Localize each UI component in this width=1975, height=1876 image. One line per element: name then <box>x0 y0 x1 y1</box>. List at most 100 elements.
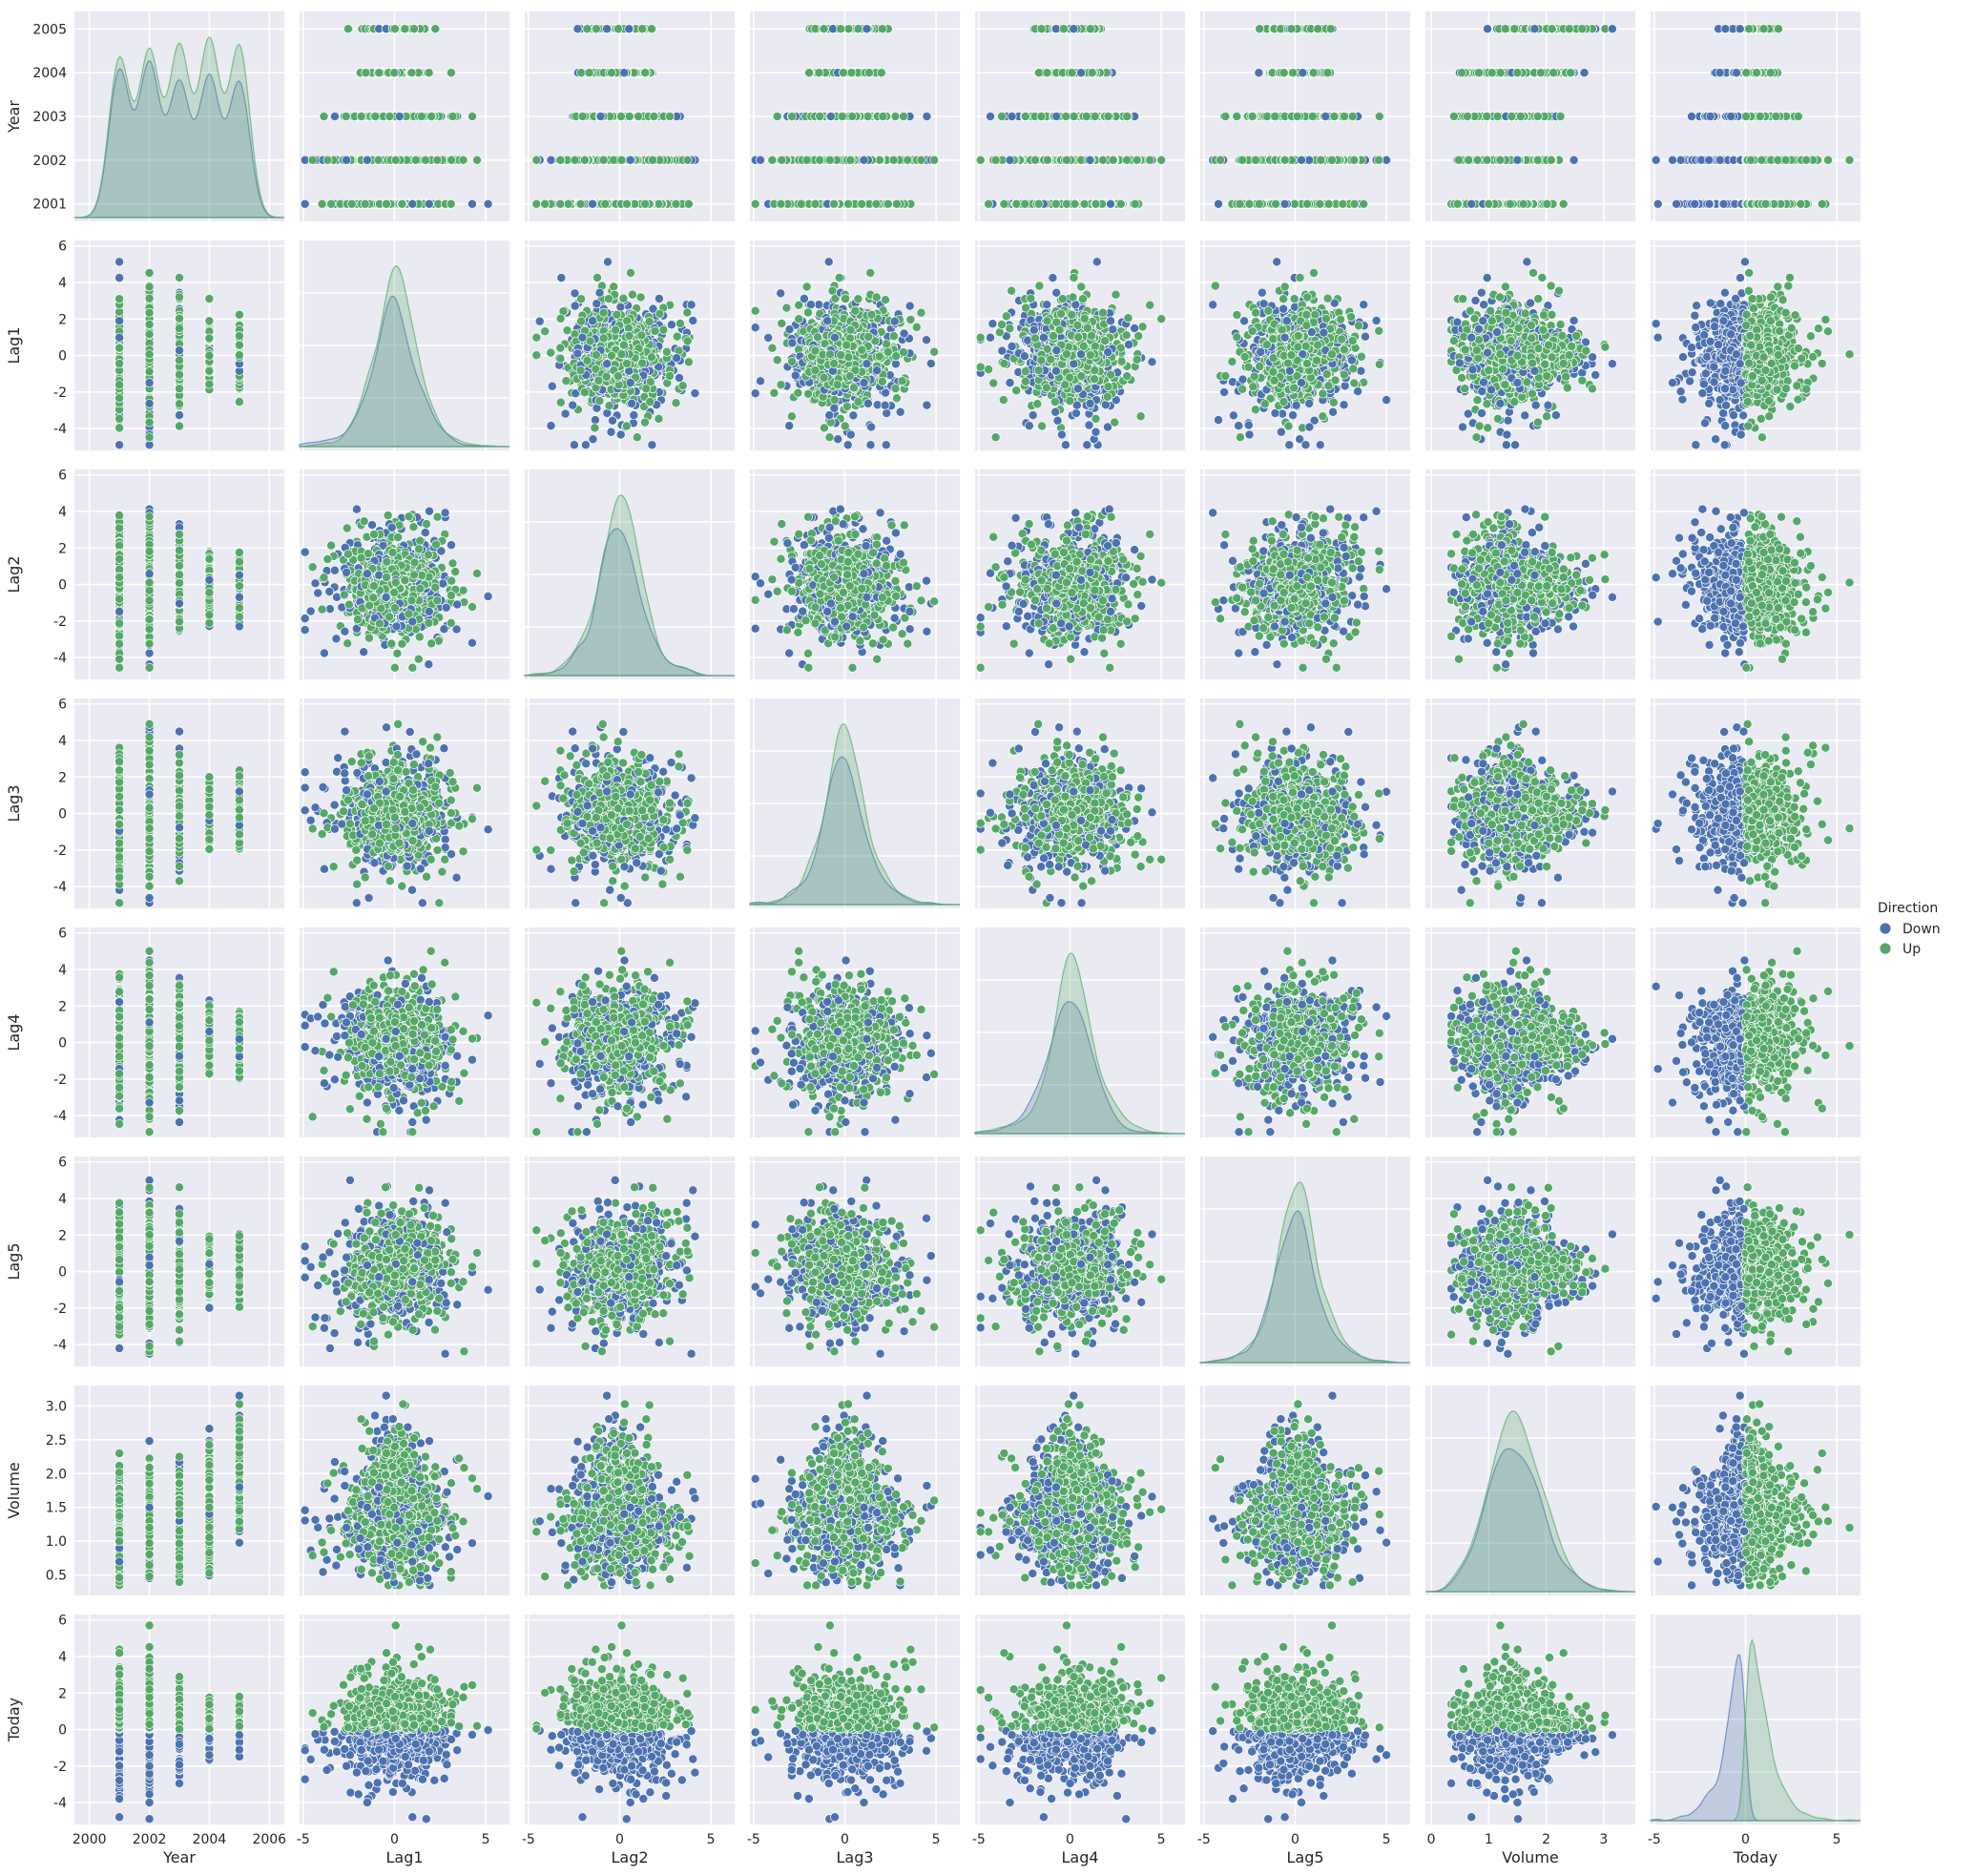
point-up <box>580 156 589 164</box>
point-down <box>828 25 837 33</box>
point-up <box>385 112 394 120</box>
point-up <box>1012 199 1021 208</box>
point-down <box>343 156 351 164</box>
ytick-label: 2005 <box>32 22 67 37</box>
point-up <box>665 112 674 120</box>
point-up <box>622 199 631 208</box>
point-down <box>620 69 629 77</box>
point-up <box>431 25 440 33</box>
ytick-label: 2001 <box>32 198 67 213</box>
point-up <box>1043 156 1051 164</box>
point-up <box>917 156 925 164</box>
point-down <box>596 112 605 120</box>
point-up <box>1123 156 1132 164</box>
point-up <box>878 25 886 33</box>
point-up <box>447 156 456 164</box>
point-up <box>382 199 390 208</box>
point-up <box>641 199 650 208</box>
point-up <box>578 112 587 120</box>
point-up <box>318 199 326 208</box>
point-up <box>327 199 336 208</box>
ytick-label: 2004 <box>32 66 67 81</box>
point-up <box>613 25 622 33</box>
point-up <box>607 69 615 77</box>
point-up <box>863 112 872 120</box>
point-up <box>417 112 426 120</box>
point-up <box>459 156 468 164</box>
point-up <box>1091 199 1100 208</box>
point-up <box>617 156 626 164</box>
point-up <box>407 69 416 77</box>
point-up <box>816 156 824 164</box>
panel-year-vs-lag1 <box>300 11 509 221</box>
point-down <box>1008 112 1016 120</box>
point-up <box>576 199 585 208</box>
point-up <box>585 69 593 77</box>
panel-year-vs-year <box>74 11 284 221</box>
point-up <box>583 25 592 33</box>
point-up <box>347 199 356 208</box>
point-up <box>411 156 420 164</box>
ytick-label: 2003 <box>32 110 67 125</box>
point-up <box>1034 69 1043 77</box>
point-down <box>826 112 835 120</box>
point-down <box>625 25 634 33</box>
point-up <box>1030 156 1039 164</box>
point-up <box>425 69 433 77</box>
point-down <box>986 112 994 120</box>
point-down <box>468 199 476 208</box>
point-up <box>468 112 476 120</box>
point-down <box>363 156 371 164</box>
point-up <box>638 25 647 33</box>
point-down <box>484 199 492 208</box>
point-up <box>864 69 873 77</box>
point-up <box>421 156 429 164</box>
point-up <box>541 199 550 208</box>
point-up <box>448 112 457 120</box>
point-up <box>601 199 610 208</box>
point-down <box>330 112 339 120</box>
point-up <box>362 69 370 77</box>
point-up <box>650 112 658 120</box>
point-up <box>854 25 863 33</box>
point-up <box>409 25 418 33</box>
point-up <box>1109 156 1117 164</box>
point-up <box>811 199 820 208</box>
point-up <box>556 199 565 208</box>
point-up <box>447 69 455 77</box>
point-up <box>884 199 892 208</box>
point-up <box>1051 199 1060 208</box>
ylabel-year: Year <box>5 100 23 134</box>
point-down <box>756 156 764 164</box>
point-up <box>634 112 643 120</box>
point-up <box>371 112 380 120</box>
point-up <box>427 112 436 120</box>
point-up <box>308 156 317 164</box>
point-up <box>571 156 579 164</box>
point-up <box>592 25 600 33</box>
point-up <box>805 69 814 77</box>
point-up <box>848 112 857 120</box>
point-up <box>683 156 692 164</box>
point-up <box>641 69 650 77</box>
point-down <box>573 25 582 33</box>
point-up <box>532 156 541 164</box>
point-up <box>815 69 823 77</box>
point-up <box>837 25 845 33</box>
point-up <box>872 199 881 208</box>
point-up <box>577 69 586 77</box>
point-up <box>1157 156 1166 164</box>
point-up <box>788 112 797 120</box>
point-up <box>390 25 399 33</box>
point-up <box>816 112 824 120</box>
point-up <box>839 69 847 77</box>
point-up <box>564 199 572 208</box>
point-up <box>647 25 655 33</box>
point-up <box>1091 112 1099 120</box>
point-up <box>1131 199 1139 208</box>
point-up <box>1070 112 1078 120</box>
point-up <box>838 112 846 120</box>
point-up <box>847 69 856 77</box>
point-up <box>556 156 565 164</box>
